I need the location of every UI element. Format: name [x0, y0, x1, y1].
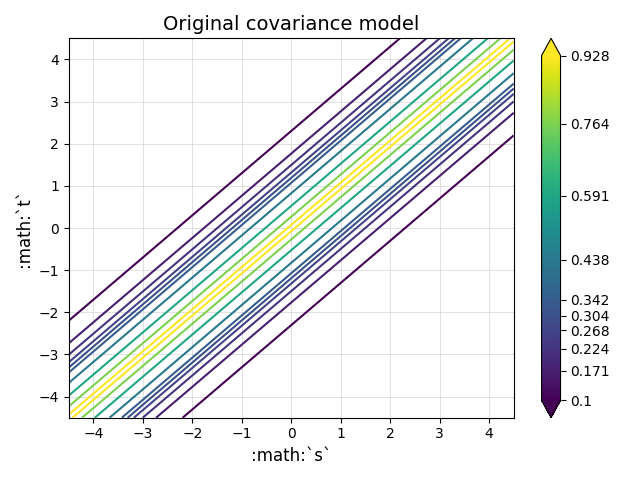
PathPatch shape [541, 400, 561, 418]
PathPatch shape [541, 38, 561, 56]
Y-axis label: :math:`t`: :math:`t` [15, 189, 33, 267]
Title: Original covariance model: Original covariance model [163, 15, 419, 34]
X-axis label: :math:`s`: :math:`s` [251, 447, 332, 465]
